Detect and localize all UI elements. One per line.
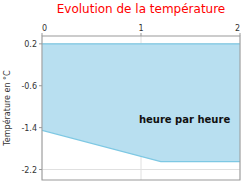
- tick-y: [39, 169, 42, 170]
- bottom-line: [42, 130, 240, 161]
- tick-x: [42, 33, 43, 36]
- title: Evolution de la température: [57, 2, 226, 16]
- tick-y: [39, 127, 42, 128]
- chart: 0.2 -0.6 -1.4 -2.2 0 1 2 Evolution de la tempér…: [0, 0, 250, 188]
- tick-x: [141, 33, 142, 36]
- tick-y: [39, 43, 42, 44]
- tick-label-y: -1.4: [21, 124, 37, 133]
- tick-y: [39, 85, 42, 86]
- x-axis-label: heure par heure: [139, 114, 230, 125]
- grid-line-y: [42, 43, 240, 44]
- y-axis-label: Température en °C: [2, 70, 12, 147]
- plot-area: [42, 44, 240, 162]
- plot-frame: [42, 36, 240, 180]
- tick-label-x: 1: [138, 24, 143, 33]
- tick-label-y: -0.6: [21, 82, 37, 91]
- tick-label-x: 0: [42, 24, 47, 33]
- tick-label-y: -2.2: [21, 166, 37, 175]
- tick-label-x: 2: [235, 24, 240, 33]
- tick-x: [240, 33, 241, 36]
- fill-area: [42, 44, 240, 162]
- top-line: [42, 43, 240, 44]
- tick-label-y: 0.2: [24, 40, 37, 49]
